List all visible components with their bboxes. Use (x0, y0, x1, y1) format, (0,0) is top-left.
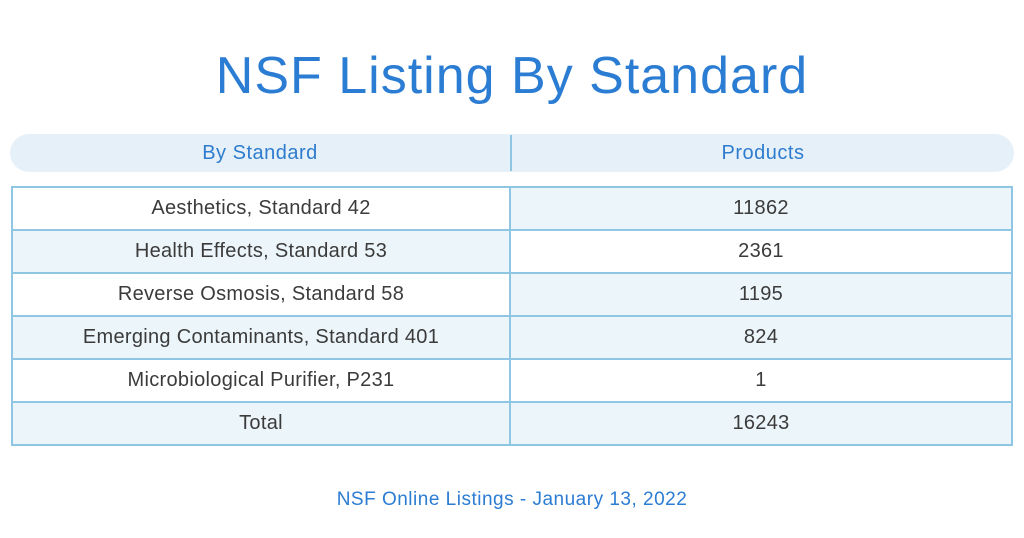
products-cell: 16243 (509, 401, 1013, 446)
table-body: Aesthetics, Standard 42 11862 Health Eff… (11, 186, 1013, 446)
table-row: Reverse Osmosis, Standard 58 1195 (11, 272, 1013, 317)
column-header-by-standard: By Standard (202, 141, 318, 164)
standard-cell: Total (11, 401, 511, 446)
standard-cell: Reverse Osmosis, Standard 58 (11, 272, 511, 317)
table-row: Aesthetics, Standard 42 11862 (11, 186, 1013, 231)
table-row: Emerging Contaminants, Standard 401 824 (11, 315, 1013, 360)
page-title: NSF Listing By Standard (215, 47, 809, 105)
products-cell: 1 (509, 358, 1013, 403)
header-column-divider (509, 135, 512, 171)
table-row-total: Total 16243 (11, 401, 1013, 446)
table-row: Health Effects, Standard 53 2361 (11, 229, 1013, 274)
standard-cell: Emerging Contaminants, Standard 401 (11, 315, 511, 360)
products-table: Aesthetics, Standard 42 11862 Health Eff… (11, 186, 1013, 446)
products-cell: 824 (509, 315, 1013, 360)
standard-cell: Health Effects, Standard 53 (11, 229, 511, 274)
standard-cell: Microbiological Purifier, P231 (11, 358, 511, 403)
table-header-row: By Standard Products (10, 134, 1014, 172)
footer-caption: NSF Online Listings - January 13, 2022 (336, 489, 688, 510)
table-row: Microbiological Purifier, P231 1 (11, 358, 1013, 403)
standard-cell: Aesthetics, Standard 42 (11, 186, 511, 231)
products-cell: 2361 (509, 229, 1013, 274)
products-cell: 11862 (509, 186, 1013, 231)
column-header-products: Products (721, 141, 805, 164)
products-cell: 1195 (509, 272, 1013, 317)
